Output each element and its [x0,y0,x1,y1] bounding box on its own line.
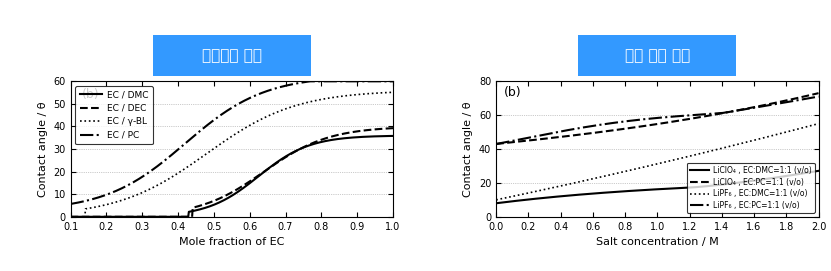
EC / DEC [381,127,391,130]
EC / DMC [221,198,231,201]
EC / PC [219,111,229,115]
EC / γ-BL [258,117,268,120]
Line: LiClO₄ , EC:PC=1:1 (v/o): LiClO₄ , EC:PC=1:1 (v/o) [496,93,819,144]
EC / DMC [258,172,268,175]
EC / DEC [330,134,340,137]
Text: (b): (b) [81,88,99,101]
LiClO₄ , EC:PC=1:1 (v/o) [666,120,676,124]
Line: LiPF₆ , EC:PC=1:1 (v/o): LiPF₆ , EC:PC=1:1 (v/o) [496,96,819,144]
LiClO₄ , EC:DMC=1:1 (v/o) [755,178,765,181]
LiPF₆ , EC:DMC=1:1 (v/o) [491,198,501,202]
Legend: LiClO₄ , EC:DMC=1:1 (v/o), LiClO₄ , EC:PC=1:1 (v/o), LiPF₆ , EC:DMC=1:1 (v/o), L: LiClO₄ , EC:DMC=1:1 (v/o), LiClO₄ , EC:P… [687,163,814,213]
LiPF₆ , EC:PC=1:1 (v/o) [647,117,656,120]
EC / DEC [221,194,231,197]
LiPF₆ , EC:DMC=1:1 (v/o) [755,137,765,140]
Line: EC / DEC: EC / DEC [71,128,393,217]
LiPF₆ , EC:PC=1:1 (v/o) [814,95,824,98]
LiClO₄ , EC:DMC=1:1 (v/o) [683,186,693,189]
LiPF₆ , EC:DMC=1:1 (v/o) [647,164,656,167]
EC / DEC [388,127,398,130]
LiPF₆ , EC:DMC=1:1 (v/o) [806,124,816,127]
Line: EC / PC: EC / PC [71,81,393,204]
LiPF₆ , EC:PC=1:1 (v/o) [755,105,765,108]
LiPF₆ , EC:PC=1:1 (v/o) [683,114,693,117]
EC / DMC [381,134,391,138]
EC / PC [305,80,315,83]
EC / γ-BL [388,91,398,94]
EC / γ-BL [240,127,250,130]
X-axis label: Mole fraction of EC: Mole fraction of EC [179,237,284,247]
EC / DEC [219,195,229,198]
EC / DEC [258,171,268,174]
EC / DEC [240,183,250,186]
LiClO₄ , EC:DMC=1:1 (v/o) [666,187,676,190]
LiPF₆ , EC:PC=1:1 (v/o) [644,117,654,120]
Line: EC / DMC: EC / DMC [71,136,393,217]
EC / PC [221,110,231,113]
LiClO₄ , EC:DMC=1:1 (v/o) [814,169,824,172]
LiClO₄ , EC:PC=1:1 (v/o) [647,123,656,127]
LiClO₄ , EC:DMC=1:1 (v/o) [491,202,501,205]
LiClO₄ , EC:PC=1:1 (v/o) [806,93,816,96]
EC / DMC [66,215,76,218]
EC / γ-BL [381,91,391,94]
LiClO₄ , EC:PC=1:1 (v/o) [491,142,501,146]
LiClO₄ , EC:DMC=1:1 (v/o) [806,170,816,174]
LiClO₄ , EC:PC=1:1 (v/o) [755,104,765,108]
EC / PC [66,202,76,206]
Text: (b): (b) [504,86,522,99]
Text: 용매조성 영향: 용매조성 영향 [202,48,262,63]
Y-axis label: Contact angle / θ: Contact angle / θ [38,101,48,197]
EC / DMC [240,185,250,188]
EC / PC [240,99,250,102]
LiClO₄ , EC:PC=1:1 (v/o) [644,124,654,127]
LiPF₆ , EC:PC=1:1 (v/o) [806,96,816,99]
EC / PC [388,80,398,83]
LiPF₆ , EC:DMC=1:1 (v/o) [683,155,693,158]
Line: EC / γ-BL: EC / γ-BL [71,92,393,217]
EC / γ-BL [330,96,340,99]
EC / DMC [219,199,229,202]
EC / DEC [66,215,76,218]
EC / γ-BL [219,140,229,143]
EC / γ-BL [221,139,231,142]
Text: 염의 농도 영향: 염의 농도 영향 [625,48,690,63]
LiPF₆ , EC:PC=1:1 (v/o) [666,115,676,118]
X-axis label: Salt concentration / M: Salt concentration / M [596,237,719,247]
EC / γ-BL [66,215,76,218]
Line: LiClO₄ , EC:DMC=1:1 (v/o): LiClO₄ , EC:DMC=1:1 (v/o) [496,171,819,203]
LiPF₆ , EC:PC=1:1 (v/o) [491,142,501,146]
Legend: EC / DMC, EC / DEC, EC / γ-BL, EC / PC: EC / DMC, EC / DEC, EC / γ-BL, EC / PC [75,86,153,144]
LiPF₆ , EC:DMC=1:1 (v/o) [644,164,654,167]
EC / PC [258,91,268,94]
Y-axis label: Contact angle / θ: Contact angle / θ [464,101,474,197]
EC / PC [381,80,391,83]
LiClO₄ , EC:DMC=1:1 (v/o) [647,188,656,191]
Line: LiPF₆ , EC:DMC=1:1 (v/o): LiPF₆ , EC:DMC=1:1 (v/o) [496,124,819,200]
LiClO₄ , EC:PC=1:1 (v/o) [683,118,693,121]
LiPF₆ , EC:DMC=1:1 (v/o) [666,159,676,162]
EC / PC [331,80,341,83]
EC / DMC [388,134,398,138]
LiClO₄ , EC:DMC=1:1 (v/o) [644,188,654,191]
LiClO₄ , EC:PC=1:1 (v/o) [814,92,824,95]
LiPF₆ , EC:DMC=1:1 (v/o) [814,122,824,125]
EC / DMC [330,138,340,141]
